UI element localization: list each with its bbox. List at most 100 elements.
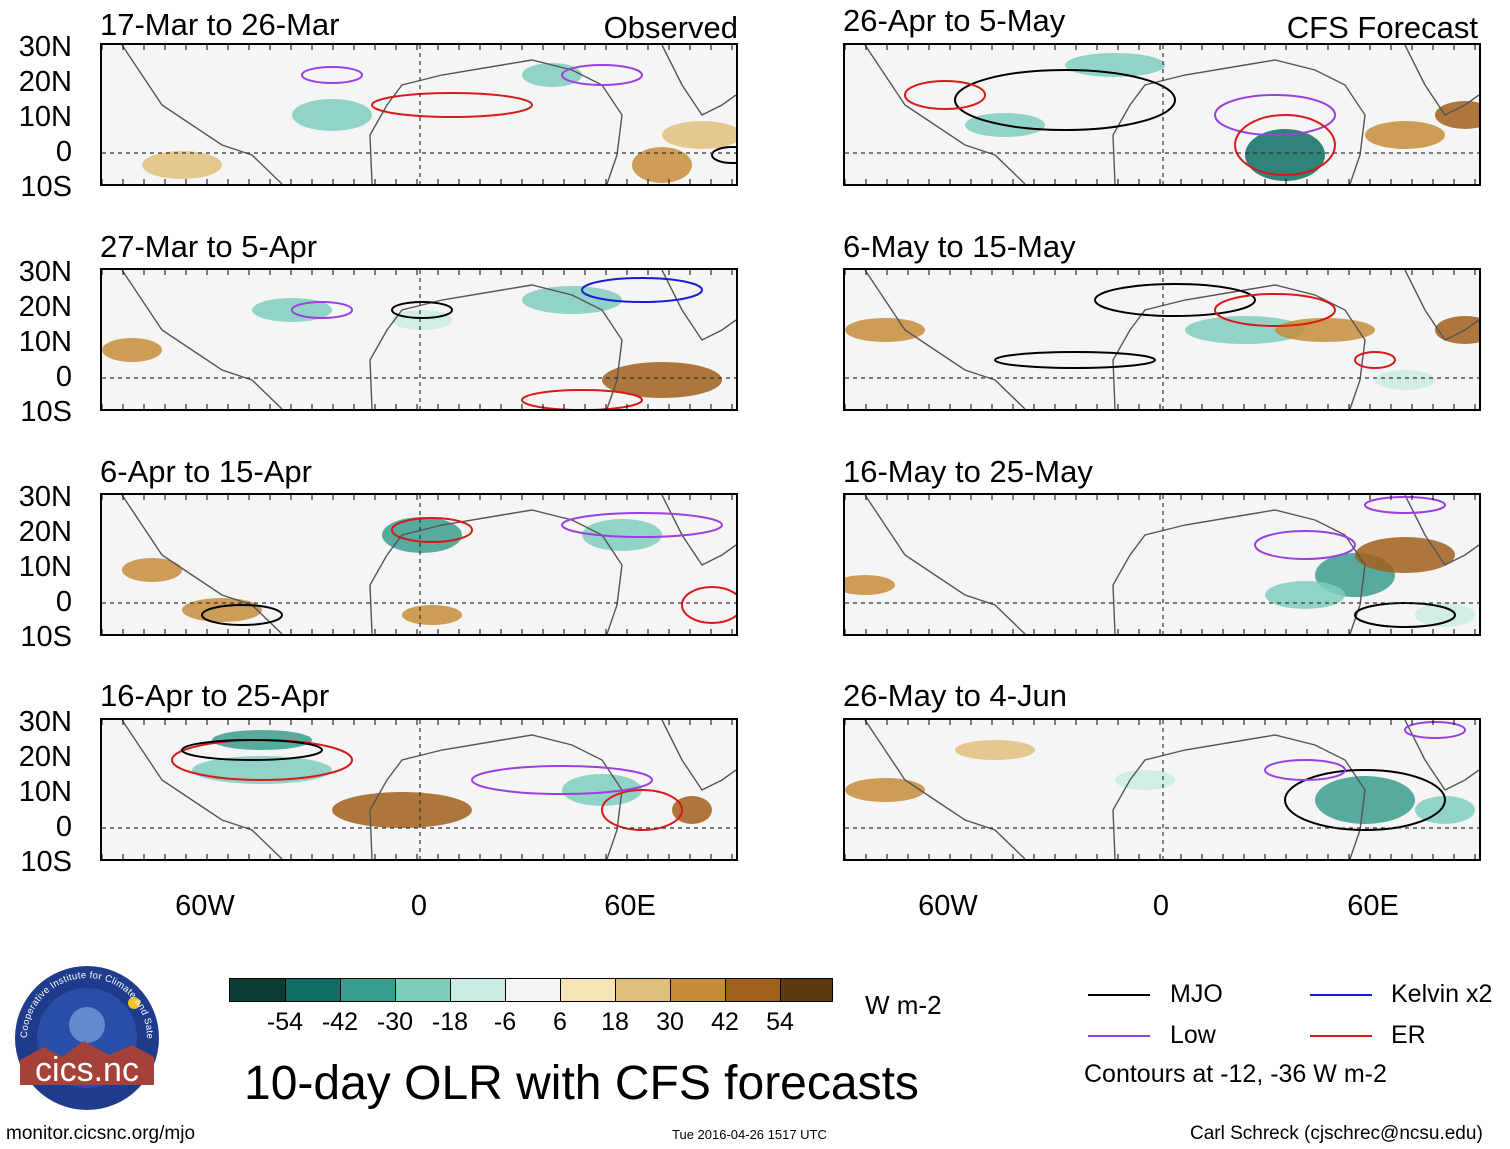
observed-label: Observed [603,10,738,45]
colorbar-swatch [670,978,726,1002]
panel-title-right-1: 26-Apr to 5-May [843,3,1066,38]
colorbar-tick-label: 30 [656,1008,684,1036]
coastline [864,45,1479,184]
olr-anomaly-patch [1245,129,1325,181]
wave-contour [1354,351,1396,369]
lat-label-10s: 10S [20,846,72,878]
wave-contour [301,66,363,84]
wave-contour [581,277,703,303]
wave-contour [561,64,643,86]
olr-anomaly-patch [1265,581,1345,609]
olr-anomaly-patch [1185,316,1305,344]
lat-label-10n: 10N [18,326,72,358]
wave-contour [1264,759,1346,781]
lat-label-0: 0 [55,586,72,618]
coastline [864,270,1479,409]
wave-contour [521,389,643,409]
olr-anomaly-patch [1375,370,1435,390]
wave-contour [1254,530,1356,560]
olr-anomaly-patch [632,147,692,183]
lon-label-0: 0 [410,890,428,922]
olr-anomaly-patch [102,338,162,362]
colorbar-swatch [340,978,396,1002]
wave-contour [201,604,283,626]
olr-anomaly-patch [522,63,582,87]
olr-anomaly-patch [1365,121,1445,149]
panel-title-right-2: 6-May to 15-May [843,229,1076,264]
colorbar-tick-label: 54 [766,1008,794,1036]
wave-contour [1234,114,1336,176]
lon-label-0: 0 [1152,890,1170,922]
wave-contour [471,765,653,795]
wave-contour [391,301,453,319]
lon-label-60e: 60E [604,890,656,922]
olr-field [845,270,1479,409]
olr-field [845,45,1479,184]
panel-title-left-4: 16-Apr to 25-Apr [100,678,330,713]
olr-anomaly-patch [1435,316,1479,344]
colorbar-tick-label: 6 [553,1008,567,1036]
panel-title-left-2: 27-Mar to 5-Apr [100,229,318,264]
colorbar-tick-label: -54 [266,1008,304,1036]
olr-anomaly-patch [562,774,642,806]
map-panel-right-3 [843,493,1481,636]
lat-label-30n: 30N [18,256,72,288]
lat-label-0: 0 [55,811,72,843]
colorbar-tick-label: -6 [493,1008,517,1036]
olr-anomaly-patch [332,792,472,828]
lat-label-0: 0 [55,361,72,393]
lon-label-60e: 60E [1347,890,1399,922]
olr-field [845,720,1479,859]
legend-line-er [1310,1035,1372,1037]
legend-line-mjo [1088,994,1150,996]
olr-field [845,495,1479,634]
map-panel-left-2 [100,268,738,411]
lat-label-20n: 20N [18,291,72,323]
legend-label-low: Low [1170,1021,1216,1049]
coastline [864,720,1479,859]
olr-anomaly-patch [662,121,736,149]
cfs-forecast-label: CFS Forecast [1286,10,1478,45]
wave-contour [711,146,736,164]
panel-title-right-4: 26-May to 4-Jun [843,678,1067,713]
olr-anomaly-patch [1275,318,1375,342]
legend-label-er: ER [1391,1021,1426,1049]
wave-contour [371,92,533,118]
map-panel-right-4 [843,718,1481,861]
lat-label-10s: 10S [20,396,72,428]
olr-field [102,45,736,184]
main-title: 10-day OLR with CFS forecasts [244,1057,919,1110]
olr-anomaly-patch [192,756,332,784]
olr-anomaly-patch [1115,770,1175,790]
lon-label-60w: 60W [175,890,235,922]
cics-logo: Cooperative Institute for Climate and Sa… [11,957,160,1111]
olr-anomaly-patch [1315,776,1415,824]
lat-label-10s: 10S [20,621,72,653]
footer-credit: Carl Schreck (cjschrec@ncsu.edu) [1190,1123,1483,1144]
footer-timestamp: Tue 2016-04-26 1517 UTC [672,1127,827,1142]
map-panel-left-4 [100,718,738,861]
lat-label-10n: 10N [18,101,72,133]
olr-anomaly-patch [955,740,1035,760]
olr-anomaly-patch [1355,537,1455,573]
legend-label-kelvin: Kelvin x2 [1391,980,1493,1008]
map-panel-left-3 [100,493,738,636]
legend-line-kelvin [1310,994,1372,996]
olr-anomaly-patch [582,519,662,551]
wave-contour [681,586,736,624]
map-panel-left-1 [100,43,738,186]
wave-contour [1214,293,1336,327]
olr-anomaly-patch [602,362,722,398]
olr-anomaly-patch [1435,101,1479,129]
colorbar-swatch [615,978,671,1002]
lat-label-10s: 10S [20,171,72,203]
wave-contour [181,739,323,761]
wave-contour [391,517,473,543]
wave-contour [1364,496,1446,514]
wave-contour [601,789,683,831]
coastline [864,495,1479,634]
colorbar-swatch [229,978,286,1002]
lat-label-30n: 30N [18,706,72,738]
panel-title-left-1: 17-Mar to 26-Mar [100,7,340,42]
lat-label-20n: 20N [18,516,72,548]
